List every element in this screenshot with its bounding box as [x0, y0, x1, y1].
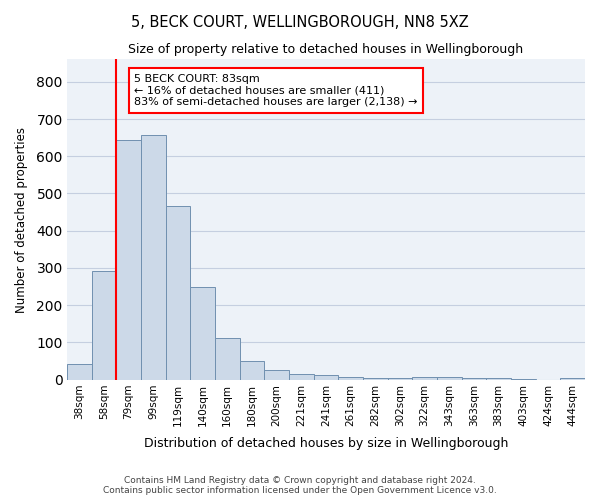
Bar — [363, 378, 388, 380]
Bar — [239, 362, 264, 380]
Bar — [388, 378, 412, 380]
Title: Size of property relative to detached houses in Wellingborough: Size of property relative to detached ho… — [128, 42, 523, 56]
Bar — [141, 136, 166, 380]
Text: 5, BECK COURT, WELLINGBOROUGH, NN8 5XZ: 5, BECK COURT, WELLINGBOROUGH, NN8 5XZ — [131, 15, 469, 30]
Text: 5 BECK COURT: 83sqm
← 16% of detached houses are smaller (411)
83% of semi-detac: 5 BECK COURT: 83sqm ← 16% of detached ho… — [134, 74, 418, 107]
Bar — [338, 376, 363, 380]
Bar — [314, 375, 338, 380]
Bar — [116, 140, 141, 380]
Bar — [412, 376, 437, 380]
Bar — [190, 286, 215, 380]
Bar — [461, 378, 487, 380]
Y-axis label: Number of detached properties: Number of detached properties — [15, 126, 28, 312]
Bar — [487, 378, 511, 380]
Bar — [264, 370, 289, 380]
Bar — [92, 272, 116, 380]
Bar — [511, 379, 536, 380]
Bar — [215, 338, 239, 380]
Text: Contains HM Land Registry data © Crown copyright and database right 2024.
Contai: Contains HM Land Registry data © Crown c… — [103, 476, 497, 495]
Bar — [437, 377, 461, 380]
X-axis label: Distribution of detached houses by size in Wellingborough: Distribution of detached houses by size … — [144, 437, 508, 450]
Bar — [67, 364, 92, 380]
Bar — [166, 206, 190, 380]
Bar — [289, 374, 314, 380]
Bar — [560, 378, 585, 380]
